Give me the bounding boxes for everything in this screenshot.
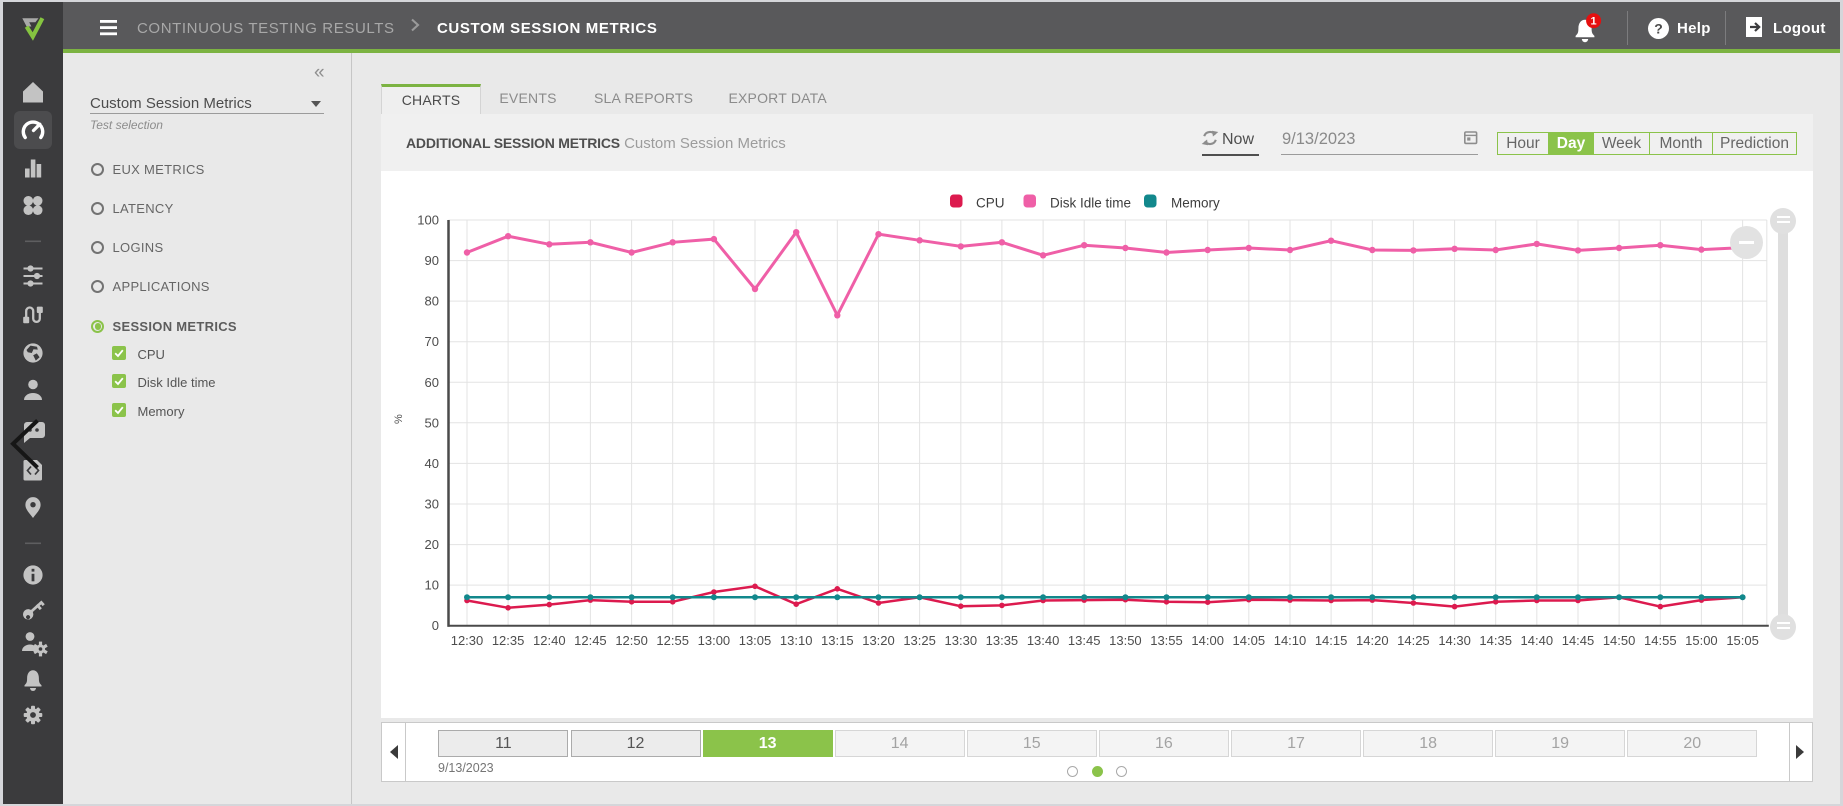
svg-text:14:35: 14:35 xyxy=(1479,633,1512,648)
svg-text:13:00: 13:00 xyxy=(698,633,731,648)
svg-text:Disk Idle time: Disk Idle time xyxy=(1050,196,1131,211)
svg-text:15:00: 15:00 xyxy=(1685,633,1718,648)
svg-text:CPU: CPU xyxy=(976,196,1005,211)
svg-text:14:45: 14:45 xyxy=(1562,633,1595,648)
svg-text:14:10: 14:10 xyxy=(1274,633,1307,648)
svg-text:0: 0 xyxy=(432,618,439,633)
svg-text:10: 10 xyxy=(425,578,439,593)
svg-text:12:40: 12:40 xyxy=(533,633,566,648)
svg-text:60: 60 xyxy=(425,375,439,390)
svg-text:13:40: 13:40 xyxy=(1027,633,1060,648)
svg-text:13:05: 13:05 xyxy=(739,633,772,648)
svg-text:80: 80 xyxy=(425,294,439,309)
svg-text:14:15: 14:15 xyxy=(1315,633,1348,648)
svg-text:30: 30 xyxy=(425,497,439,512)
svg-text:14:05: 14:05 xyxy=(1233,633,1266,648)
svg-text:13:45: 13:45 xyxy=(1068,633,1101,648)
svg-text:13:20: 13:20 xyxy=(862,633,895,648)
svg-text:14:50: 14:50 xyxy=(1603,633,1636,648)
svg-text:%: % xyxy=(393,414,405,424)
svg-text:1: 1 xyxy=(1591,16,1597,28)
svg-text:12:55: 12:55 xyxy=(656,633,689,648)
svg-text:14:55: 14:55 xyxy=(1644,633,1677,648)
svg-text:13:30: 13:30 xyxy=(945,633,978,648)
svg-text:20: 20 xyxy=(425,537,439,552)
svg-text:14:20: 14:20 xyxy=(1356,633,1389,648)
svg-text:Memory: Memory xyxy=(1171,196,1220,211)
svg-text:12:30: 12:30 xyxy=(451,633,484,648)
svg-text:13:50: 13:50 xyxy=(1109,633,1142,648)
svg-text:50: 50 xyxy=(425,415,439,430)
svg-text:12:45: 12:45 xyxy=(574,633,607,648)
svg-text:12:50: 12:50 xyxy=(615,633,648,648)
svg-text:14:30: 14:30 xyxy=(1438,633,1471,648)
svg-text:100: 100 xyxy=(417,213,439,228)
svg-text:15:05: 15:05 xyxy=(1726,633,1759,648)
svg-text:13:25: 13:25 xyxy=(903,633,936,648)
svg-text:13:35: 13:35 xyxy=(986,633,1019,648)
svg-text:14:25: 14:25 xyxy=(1397,633,1430,648)
svg-text:12:35: 12:35 xyxy=(492,633,525,648)
svg-text:14:00: 14:00 xyxy=(1191,633,1224,648)
svg-text:70: 70 xyxy=(425,334,439,349)
svg-text:13:10: 13:10 xyxy=(780,633,813,648)
svg-text:14:40: 14:40 xyxy=(1521,633,1554,648)
svg-text:90: 90 xyxy=(425,253,439,268)
svg-text:13:15: 13:15 xyxy=(821,633,854,648)
svg-text:?: ? xyxy=(1654,21,1663,37)
svg-text:40: 40 xyxy=(425,456,439,471)
svg-text:13:55: 13:55 xyxy=(1150,633,1183,648)
